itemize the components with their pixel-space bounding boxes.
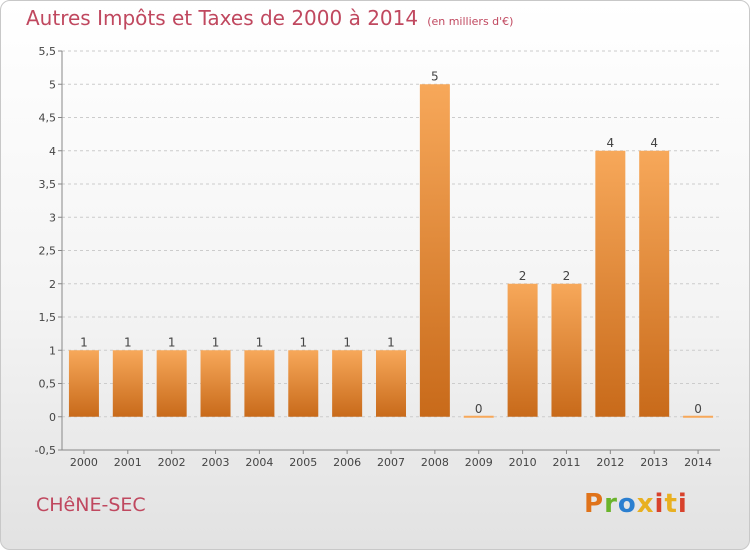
chart-title: Autres Impôts et Taxes de 2000 à 2014 (e… [26, 6, 513, 30]
bar [595, 150, 626, 417]
x-tick-label: 2009 [465, 456, 493, 469]
data-label: 5 [431, 69, 439, 83]
data-label: 2 [563, 269, 571, 283]
logo-letter: P [584, 489, 605, 519]
x-tick-label: 2006 [333, 456, 361, 469]
logo-letter: r [604, 489, 618, 519]
y-tick-label: 4 [49, 145, 56, 158]
y-tick-label: 1,5 [39, 311, 57, 324]
data-label: 1 [387, 335, 395, 349]
bar [156, 350, 187, 417]
y-tick-label: 1 [49, 344, 56, 357]
data-label: 1 [124, 335, 132, 349]
y-tick-label: 0 [49, 411, 56, 424]
data-label: 0 [694, 402, 702, 416]
y-tick-label: 3,5 [39, 178, 57, 191]
data-label: 1 [212, 335, 220, 349]
commune-name: CHêNE-SEC [36, 494, 146, 516]
x-tick-label: 2001 [114, 456, 142, 469]
y-tick-label: 2,5 [39, 245, 57, 258]
bar [419, 84, 450, 417]
bar [200, 350, 231, 417]
bar [551, 283, 582, 417]
x-tick-label: 2007 [377, 456, 405, 469]
logo-letter: i [654, 489, 665, 519]
data-label: 1 [256, 335, 264, 349]
x-tick-label: 2003 [202, 456, 230, 469]
bar [376, 350, 406, 417]
x-tick-label: 2010 [509, 456, 537, 469]
data-label: 1 [168, 335, 176, 349]
bar [332, 350, 363, 417]
logo-letter: t [664, 489, 678, 519]
logo-letter: o [617, 489, 637, 519]
x-tick-label: 2004 [245, 456, 273, 469]
x-tick-label: 2000 [70, 456, 98, 469]
data-label: 2 [519, 269, 527, 283]
y-tick-label: 3 [49, 211, 56, 224]
data-label: 1 [343, 335, 351, 349]
x-tick-label: 2005 [289, 456, 317, 469]
bar [507, 283, 538, 417]
data-label: 4 [607, 136, 615, 150]
data-label: 1 [299, 335, 307, 349]
x-tick-label: 2014 [684, 456, 712, 469]
bar [68, 350, 99, 417]
data-label: 4 [650, 136, 658, 150]
title-unit: (en milliers d'€) [427, 15, 514, 28]
y-tick-label: -0,5 [35, 444, 56, 457]
y-tick-label: 5 [49, 78, 56, 91]
data-label: 1 [80, 335, 88, 349]
title-text: Autres Impôts et Taxes de 2000 à 2014 [26, 6, 419, 30]
x-tick-label: 2013 [640, 456, 668, 469]
data-label: 0 [475, 402, 483, 416]
x-tick-label: 2002 [158, 456, 186, 469]
bar [244, 350, 275, 417]
bar [288, 350, 319, 417]
y-tick-label: 0,5 [39, 378, 57, 391]
x-tick-label: 2012 [596, 456, 624, 469]
logo-letter: i [677, 489, 688, 519]
y-tick-label: 4,5 [39, 112, 57, 125]
x-tick-label: 2011 [552, 456, 580, 469]
bar [639, 150, 670, 417]
proxiti-logo: Proxiti [584, 489, 688, 519]
bar [112, 350, 143, 417]
y-tick-label: 2 [49, 278, 56, 291]
y-tick-label: 5,5 [39, 45, 57, 58]
x-tick-label: 2008 [421, 456, 449, 469]
logo-letter: x [636, 489, 655, 519]
